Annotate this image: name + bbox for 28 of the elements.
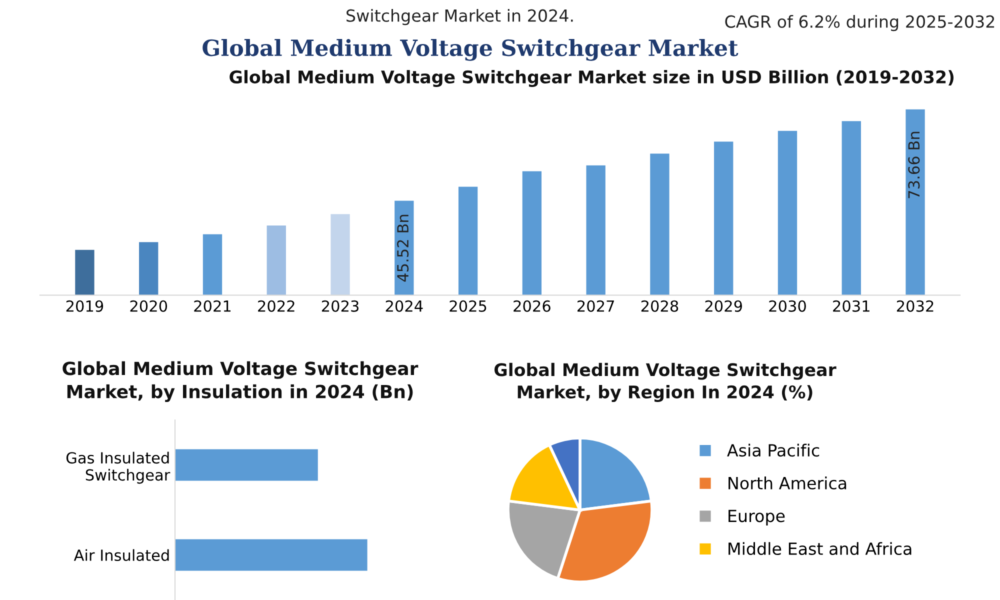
x-tick-label: 2020 bbox=[130, 300, 168, 312]
y-tick-label: Air Insulated bbox=[74, 549, 169, 562]
y-tick-label: Gas Insulated Switchgear bbox=[66, 452, 170, 484]
data-label: 45.52 Bn bbox=[397, 214, 409, 282]
x-tick-label: 2024 bbox=[386, 300, 423, 312]
x-tick-label: 2023 bbox=[322, 300, 358, 312]
text: Switchgear Market in 2024. bbox=[346, 9, 573, 26]
legend-label: Asia Pacific bbox=[727, 444, 820, 457]
chart-title: Global Medium Voltage Switchgear Market size in USD Billion (2019-2032) bbox=[230, 70, 954, 87]
x-tick-label: 2019 bbox=[66, 300, 104, 312]
x-tick-label: 2031 bbox=[833, 300, 870, 312]
chart-title: Global Medium Voltage Switchgear Market, by Region In 2024 (%) bbox=[494, 362, 836, 402]
x-tick-label: 2021 bbox=[194, 300, 231, 312]
legend-label: Europe bbox=[728, 510, 785, 526]
chart-title: Global Medium Voltage Switchgear Market, by Insulation in 2024 (Bn) bbox=[62, 361, 418, 402]
x-tick-label: 2029 bbox=[705, 300, 742, 312]
x-tick-label: 2028 bbox=[641, 300, 678, 312]
data-label: 73.66 Bn bbox=[908, 132, 920, 198]
text: CAGR of 6.2% during 2025-2032 bbox=[725, 15, 994, 32]
legend-label: Middle East and Africa bbox=[728, 542, 912, 556]
x-tick-label: 2032 bbox=[896, 300, 934, 312]
x-tick-label: 2022 bbox=[258, 300, 294, 312]
legend-label: North America bbox=[728, 476, 846, 490]
x-tick-label: 2025 bbox=[450, 300, 486, 312]
text: Global Medium Voltage Switchgear Market bbox=[202, 39, 738, 61]
x-tick-label: 2027 bbox=[578, 300, 614, 312]
x-tick-label: 2026 bbox=[514, 300, 550, 312]
x-tick-label: 2030 bbox=[769, 300, 806, 312]
